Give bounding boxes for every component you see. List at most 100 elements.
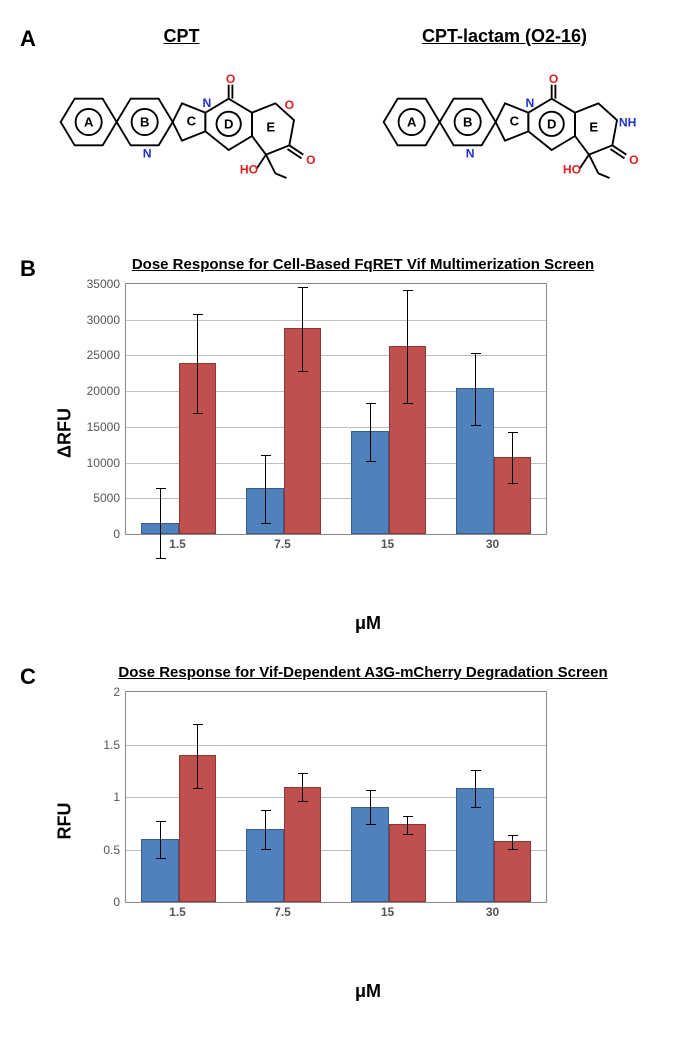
ring-label-e: E [266, 119, 275, 134]
ring-label-a: A [83, 115, 93, 130]
ytick-label: 2 [113, 685, 126, 699]
bars-container [126, 692, 546, 902]
bar-o2-16 [141, 839, 179, 902]
oh-label: HO [562, 162, 580, 176]
panel-a: A CPT [20, 26, 666, 226]
error-bar [512, 835, 513, 850]
bar-cpt [389, 346, 427, 534]
cpt-lactam-structure-column: CPT-lactam (O2-16) [365, 26, 645, 202]
cpt-structure-svg: A B C D E N N O O O HO [42, 47, 322, 197]
ring-label-b: B [462, 115, 471, 130]
ytick-label: 0.5 [103, 843, 126, 857]
bar-group [336, 692, 441, 902]
panel-b-plot-area: 05000100001500020000250003000035000 [125, 283, 547, 535]
bar-cpt [284, 787, 322, 902]
xtick-label: 7.5 [230, 533, 335, 551]
ring-label-e: E [589, 119, 598, 134]
n-atom: N [465, 146, 474, 160]
bar-cpt [284, 328, 322, 534]
error-bar [407, 290, 408, 404]
xtick-label: 30 [440, 901, 545, 919]
n-atom: N [202, 96, 211, 110]
xtick-label: 7.5 [230, 901, 335, 919]
ytick-label: 25000 [87, 348, 126, 362]
xticks-row: 1.57.51530 [125, 901, 545, 919]
bar-group [126, 284, 231, 534]
panel-b: B Dose Response for Cell-Based FqRET Vif… [20, 256, 666, 634]
bar-cpt [179, 363, 217, 534]
ytick-label: 10000 [87, 456, 126, 470]
ytick-label: 15000 [87, 420, 126, 434]
o-atom: O [284, 98, 293, 112]
ring-label-b: B [139, 115, 148, 130]
o-atom: O [225, 72, 234, 86]
panel-b-title: Dose Response for Cell-Based FqRET Vif M… [60, 256, 666, 273]
error-bar [475, 770, 476, 808]
bar-o2-16 [351, 807, 389, 902]
panel-a-label: A [20, 26, 36, 52]
bar-o2-16 [246, 829, 284, 902]
xtick-label: 30 [440, 533, 545, 551]
ring-label-c: C [509, 114, 519, 129]
bar-group [231, 284, 336, 534]
xticks-row: 1.57.51530 [125, 533, 545, 551]
bar-cpt [494, 841, 532, 902]
ytick-label: 1 [113, 790, 126, 804]
nh-label: NH [618, 116, 636, 130]
error-bar [370, 403, 371, 462]
bar-group [126, 692, 231, 902]
panel-c: C Dose Response for Vif-Dependent A3G-mC… [20, 664, 666, 1002]
bar-cpt [389, 824, 427, 902]
ytick-label: 35000 [87, 277, 126, 291]
error-bar [302, 287, 303, 373]
bar-o2-16 [246, 488, 284, 534]
panel-b-chart: ΔRFU 05000100001500020000250003000035000… [75, 283, 666, 583]
xtick-label: 15 [335, 533, 440, 551]
error-bar [265, 810, 266, 850]
cpt-lactam-structure-svg: A B C D E N N O NH O HO [365, 47, 645, 197]
panel-c-label: C [20, 664, 36, 690]
panel-c-ylabel: RFU [55, 803, 76, 840]
n-atom: N [142, 146, 151, 160]
bar-o2-16 [456, 788, 494, 902]
xtick-label: 15 [335, 901, 440, 919]
error-bar [197, 314, 198, 414]
panel-c-chart: RFU 00.511.52 O2-16 CPT 1.57.51530 [75, 691, 666, 951]
o-atom: O [548, 72, 557, 86]
bar-group [441, 692, 546, 902]
error-bar [197, 724, 198, 789]
ytick-label: 5000 [93, 491, 126, 505]
bar-group [336, 284, 441, 534]
o-atom: O [629, 153, 638, 167]
ytick-label: 20000 [87, 384, 126, 398]
ytick-label: 30000 [87, 313, 126, 327]
o-atom: O [306, 153, 315, 167]
error-bar [160, 821, 161, 859]
bar-cpt [494, 457, 532, 534]
ring-label-a: A [406, 115, 416, 130]
cpt-lactam-title: CPT-lactam (O2-16) [365, 26, 645, 47]
n-atom: N [525, 96, 534, 110]
cpt-title: CPT [42, 26, 322, 47]
bar-o2-16 [456, 388, 494, 534]
panel-b-ylabel: ΔRFU [55, 408, 76, 458]
bar-cpt [179, 755, 217, 902]
ring-label-d: D [223, 117, 232, 132]
error-bar [475, 353, 476, 426]
ytick-label: 1.5 [103, 738, 126, 752]
xtick-label: 1.5 [125, 901, 230, 919]
panel-c-xlabel: μM [70, 981, 666, 1002]
structures-row: CPT [20, 26, 666, 202]
error-bar [265, 455, 266, 524]
error-bar [512, 432, 513, 483]
error-bar [302, 773, 303, 802]
oh-label: HO [239, 162, 257, 176]
error-bar [407, 816, 408, 835]
bars-container [126, 284, 546, 534]
bar-group [231, 692, 336, 902]
panel-c-title: Dose Response for Vif-Dependent A3G-mChe… [60, 664, 666, 681]
error-bar [370, 790, 371, 826]
bar-group [441, 284, 546, 534]
ring-label-d: D [546, 117, 555, 132]
panel-b-xlabel: μM [70, 613, 666, 634]
